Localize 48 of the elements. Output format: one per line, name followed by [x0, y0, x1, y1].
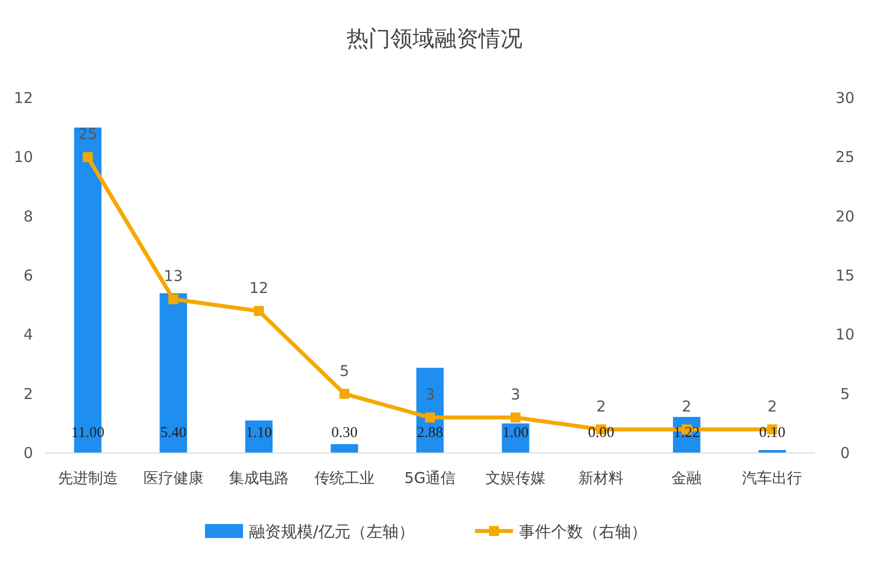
y-tick-label: 0 — [23, 444, 33, 462]
data-label: 5.40 — [160, 425, 186, 441]
y2-tick-label: 20 — [835, 207, 855, 226]
y2-tick-label: 10 — [835, 326, 855, 344]
x-tick-label: 集成电路 — [228, 469, 289, 487]
x-tick-label: 金融 — [672, 469, 702, 487]
chart-title: 热门领域融资情况 — [346, 27, 522, 52]
data-label: 1.10 — [246, 425, 272, 441]
x-tick-label: 传统工业 — [314, 469, 374, 487]
bar — [160, 293, 188, 453]
point — [510, 412, 521, 422]
x-tick-label: 先进制造 — [58, 469, 118, 487]
data-label: 13 — [164, 267, 183, 286]
point — [82, 152, 93, 162]
data-label: 25 — [78, 125, 98, 144]
legend-label: 事件个数（右轴） — [519, 522, 647, 541]
data-label: 2 — [596, 397, 606, 416]
x-tick-label: 文娱传媒 — [486, 469, 546, 487]
x-tick-label: 5G通信 — [404, 469, 456, 487]
y-tick-label: 4 — [23, 326, 33, 344]
data-label: 3 — [510, 386, 520, 404]
data-label: 1.00 — [502, 425, 529, 441]
data-label: 12 — [249, 279, 268, 297]
y2-tick-label: 5 — [840, 384, 850, 403]
y2-tick-label: 15 — [835, 266, 855, 284]
legend-label: 融资规模/亿元（左轴） — [249, 522, 414, 541]
x-tick-label: 医疗健康 — [143, 469, 204, 487]
y-tick-label: 2 — [23, 384, 33, 403]
y-tick-label: 10 — [14, 148, 33, 166]
data-label: 2 — [682, 397, 692, 416]
point — [168, 294, 178, 304]
data-label: 3 — [425, 386, 435, 404]
y2-tick-label: 30 — [835, 89, 855, 107]
bar — [330, 444, 358, 453]
x-tick-label: 新材料 — [578, 469, 624, 487]
y-tick-label: 12 — [14, 89, 33, 107]
point — [339, 388, 350, 399]
point — [425, 412, 435, 422]
data-label: 2.88 — [416, 425, 444, 441]
y-tick-label: 8 — [23, 207, 33, 226]
y-tick-label: 6 — [23, 266, 33, 284]
data-label: 0.30 — [331, 425, 358, 441]
point — [254, 306, 264, 316]
x-tick-label: 汽车出行 — [742, 469, 802, 487]
y2-tick-label: 25 — [835, 148, 855, 166]
y2-tick-label: 0 — [840, 444, 850, 462]
data-label: 2 — [767, 397, 777, 416]
data-label: 5 — [340, 362, 350, 380]
